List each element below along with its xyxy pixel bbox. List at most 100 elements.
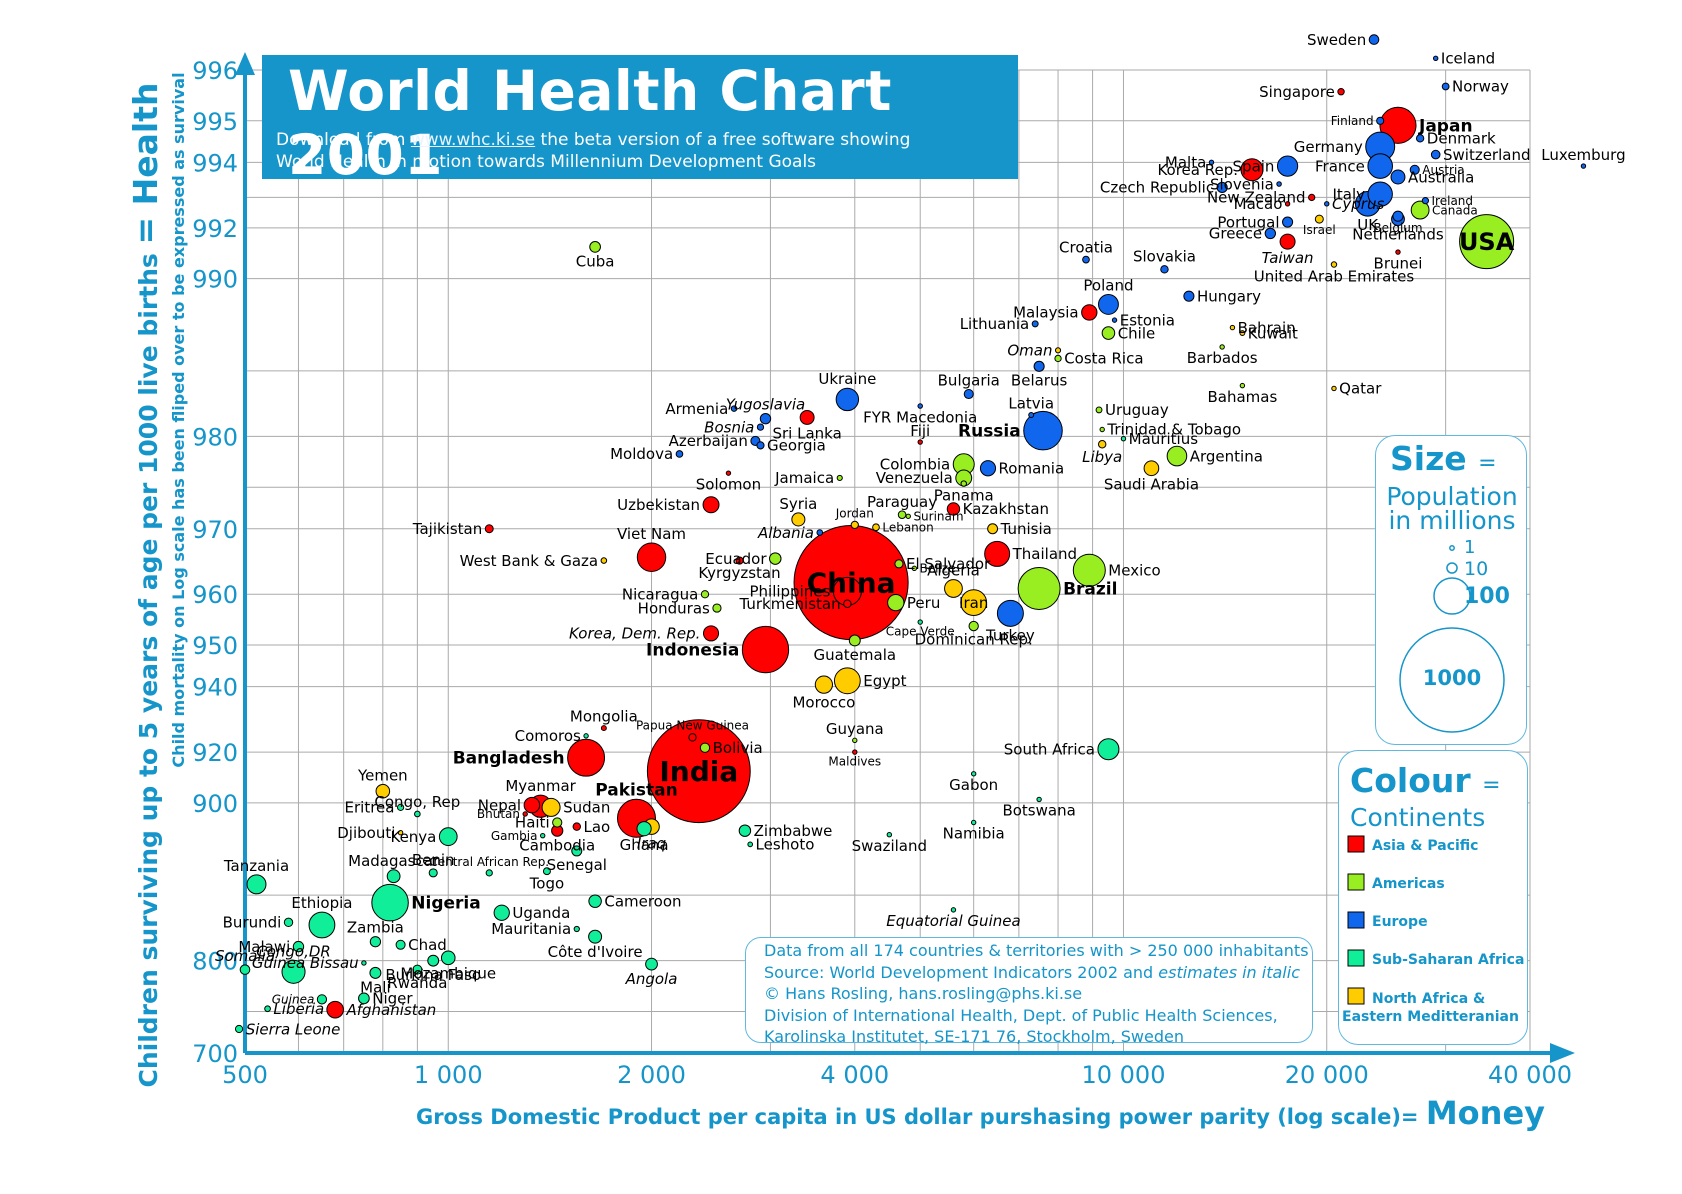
bubble-botswana[interactable] — [1036, 796, 1042, 803]
bubble-syria[interactable] — [791, 512, 806, 527]
bubble-canada[interactable] — [1410, 200, 1430, 220]
bubble-equatorial-guinea[interactable] — [950, 907, 957, 913]
bubble-liberia[interactable] — [264, 1005, 271, 1013]
bubble-brazil[interactable] — [1017, 567, 1061, 610]
bubble-congo-rep[interactable] — [414, 810, 421, 818]
bubble-japan[interactable] — [1379, 106, 1417, 144]
bubble-swaziland[interactable] — [886, 831, 893, 838]
bubble-belize[interactable] — [911, 565, 917, 572]
bubble-bahamas[interactable] — [1239, 382, 1246, 389]
bubble-turkey[interactable] — [996, 599, 1024, 627]
bubble-kyrgyzstan[interactable] — [735, 556, 744, 565]
bubble-bulgaria[interactable] — [963, 388, 974, 400]
bubble-ireland[interactable] — [1421, 197, 1430, 205]
bubble-luxemburg[interactable] — [1580, 163, 1587, 169]
bubble-papua-new-guinea[interactable] — [688, 733, 697, 742]
bubble-gambia[interactable] — [540, 832, 546, 839]
bubble-portugal[interactable] — [1282, 216, 1294, 228]
bubble-cameroon[interactable] — [588, 894, 602, 908]
bubble-romania[interactable] — [979, 460, 997, 477]
bubble-yugoslavia[interactable] — [759, 412, 772, 425]
bubble-mauritius[interactable] — [1120, 436, 1127, 442]
bubble-iran[interactable] — [960, 589, 988, 617]
bubble-nepal[interactable] — [523, 796, 541, 814]
bubble-viet-nam[interactable] — [636, 542, 667, 572]
bubble-armenia[interactable] — [730, 405, 738, 412]
bubble-senegal[interactable] — [571, 845, 583, 857]
bubble-benin[interactable] — [428, 868, 438, 878]
download-link[interactable]: www.whc.ki.se — [410, 130, 536, 150]
bubble-albania[interactable] — [816, 529, 824, 536]
bubble-rwanda[interactable] — [412, 964, 423, 975]
bubble-lithuania[interactable] — [1031, 320, 1039, 328]
bubble-georgia[interactable] — [756, 441, 765, 450]
bubble-burkina-faso[interactable] — [427, 954, 440, 967]
bubble-comoros[interactable] — [583, 733, 589, 739]
bubble-croatia[interactable] — [1082, 255, 1090, 264]
bubble-nigeria[interactable] — [371, 883, 409, 922]
bubble-malaysia[interactable] — [1081, 304, 1098, 321]
bubble-angola[interactable] — [645, 957, 658, 971]
bubble-tanzania[interactable] — [246, 874, 267, 895]
bubble-moldova[interactable] — [675, 450, 684, 458]
bubble-guyana[interactable] — [852, 737, 858, 744]
bubble-belgium[interactable] — [1392, 210, 1404, 222]
bubble-mongolia[interactable] — [600, 725, 607, 732]
bubble-ecuador[interactable] — [769, 552, 782, 565]
bubble-mali[interactable] — [369, 966, 382, 979]
bubble-czech-republic[interactable] — [1216, 181, 1228, 193]
bubble-latvia[interactable] — [1028, 411, 1035, 418]
bubble-tunisia[interactable] — [987, 523, 999, 535]
bubble-cape-verde[interactable] — [917, 619, 923, 625]
bubble-cyprus[interactable] — [1324, 201, 1330, 207]
bubble-iceland[interactable] — [1432, 55, 1439, 62]
bubble-switzerland[interactable] — [1430, 149, 1441, 160]
bubble-sri-lanka[interactable] — [799, 409, 815, 425]
bubble-india[interactable] — [646, 719, 751, 824]
bubble-gabon[interactable] — [970, 771, 977, 777]
bubble-south-africa[interactable] — [1097, 738, 1120, 761]
bubble-malawi[interactable] — [292, 940, 305, 953]
bubble-morocco[interactable] — [814, 675, 834, 694]
bubble-ukraine[interactable] — [835, 387, 860, 412]
bubble-israel[interactable] — [1314, 214, 1324, 224]
bubble-chad[interactable] — [395, 939, 406, 950]
bubble-korea-rep[interactable] — [1240, 158, 1264, 182]
bubble-surinam[interactable] — [905, 513, 911, 519]
bubble-bosnia[interactable] — [756, 423, 765, 431]
bubble-zimbabwe[interactable] — [738, 824, 752, 837]
bubble-fiji[interactable] — [917, 439, 923, 445]
bubble-qatar[interactable] — [1331, 385, 1337, 392]
bubble-ethiopia[interactable] — [308, 911, 336, 939]
bubble-el-salvador[interactable] — [894, 559, 904, 569]
bubble-solomon[interactable] — [725, 470, 732, 476]
bubble-mexico[interactable] — [1072, 553, 1106, 587]
bubble-poland[interactable] — [1097, 293, 1119, 315]
bubble-congo-dr[interactable] — [281, 959, 306, 984]
bubble-lao[interactable] — [572, 822, 581, 831]
bubble-france[interactable] — [1367, 153, 1393, 179]
bubble-usa[interactable] — [1459, 214, 1515, 270]
bubble-ghana[interactable] — [636, 821, 652, 837]
bubble-uzbekistan[interactable] — [702, 496, 720, 514]
bubble-australia[interactable] — [1390, 169, 1406, 185]
bubble-niger[interactable] — [358, 992, 370, 1005]
bubble-bhutan[interactable] — [522, 811, 528, 817]
bubble-dominican-rep[interactable] — [968, 620, 979, 632]
bubble-cuba[interactable] — [589, 241, 601, 253]
bubble-thailand[interactable] — [984, 540, 1011, 567]
bubble-afghanistan[interactable] — [326, 1000, 344, 1019]
bubble-jordan[interactable] — [850, 520, 859, 530]
bubble-uganda[interactable] — [493, 904, 510, 921]
bubble-slovenia[interactable] — [1276, 181, 1282, 187]
bubble-greece[interactable] — [1264, 227, 1277, 240]
bubble-guatemala[interactable] — [848, 634, 861, 647]
bubble-austria[interactable] — [1409, 164, 1420, 175]
bubble-eritrea[interactable] — [396, 803, 405, 811]
bubble-russia[interactable] — [1023, 410, 1063, 451]
bubble-finland[interactable] — [1376, 116, 1385, 125]
bubble-belarus[interactable] — [1033, 360, 1045, 372]
bubble-yemen[interactable] — [375, 783, 391, 799]
bubble-argentina[interactable] — [1166, 445, 1188, 467]
bubble-italy[interactable] — [1367, 181, 1393, 207]
